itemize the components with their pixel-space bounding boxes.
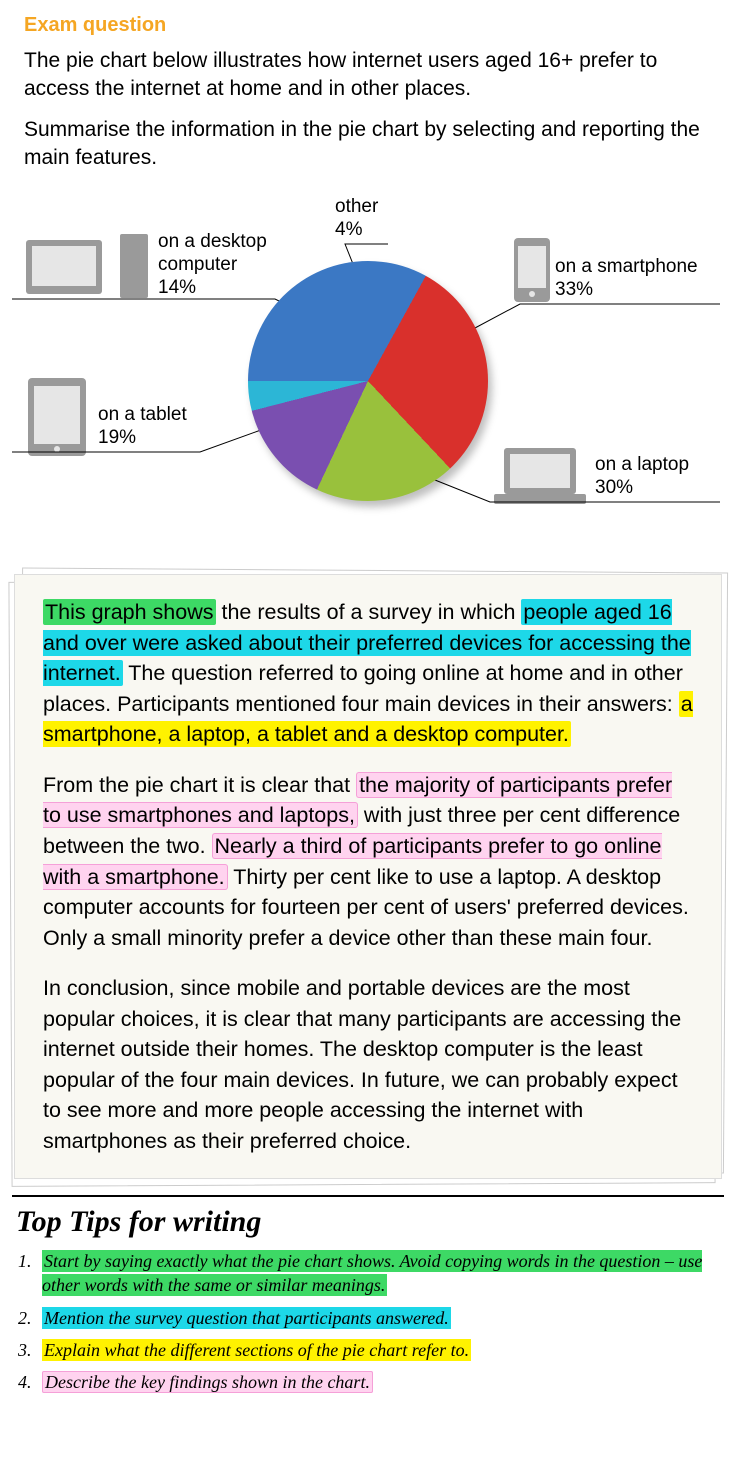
tips-title: Top Tips for writing bbox=[0, 1197, 736, 1249]
pie-chart-area: other 4% on a desktop computer 14% on a … bbox=[0, 196, 736, 566]
intro-text: The pie chart below illustrates how inte… bbox=[0, 47, 736, 196]
essay-p1-hl-green: This graph shows bbox=[43, 599, 216, 625]
exam-question-heading: Exam question bbox=[0, 0, 736, 47]
pie-chart bbox=[248, 261, 488, 501]
tip-2: Mention the survey question that partici… bbox=[36, 1306, 720, 1330]
tip-2-text: Mention the survey question that partici… bbox=[42, 1307, 451, 1329]
tip-4-text: Describe the key findings shown in the c… bbox=[42, 1371, 373, 1393]
essay-paper-stack: This graph shows the results of a survey… bbox=[14, 574, 722, 1179]
intro-p2: Summarise the information in the pie cha… bbox=[24, 116, 712, 173]
tip-1-text: Start by saying exactly what the pie cha… bbox=[42, 1250, 702, 1296]
tip-3-text: Explain what the different sections of t… bbox=[42, 1339, 471, 1361]
essay-p1: This graph shows the results of a survey… bbox=[43, 597, 693, 750]
tip-3: Explain what the different sections of t… bbox=[36, 1338, 720, 1362]
pie-disc bbox=[248, 261, 488, 501]
intro-p1: The pie chart below illustrates how inte… bbox=[24, 47, 712, 104]
tips-list: Start by saying exactly what the pie cha… bbox=[0, 1249, 736, 1422]
essay-p2-plain1: From the pie chart it is clear that bbox=[43, 773, 356, 797]
essay-body: This graph shows the results of a survey… bbox=[14, 574, 722, 1179]
tip-1: Start by saying exactly what the pie cha… bbox=[36, 1249, 720, 1298]
essay-p1-plain1: the results of a survey in which bbox=[216, 600, 522, 624]
essay-p1-plain2: The question referred to going online at… bbox=[43, 661, 683, 716]
tip-4: Describe the key findings shown in the c… bbox=[36, 1370, 720, 1394]
essay-p3: In conclusion, since mobile and portable… bbox=[43, 973, 693, 1156]
essay-p2: From the pie chart it is clear that the … bbox=[43, 770, 693, 953]
